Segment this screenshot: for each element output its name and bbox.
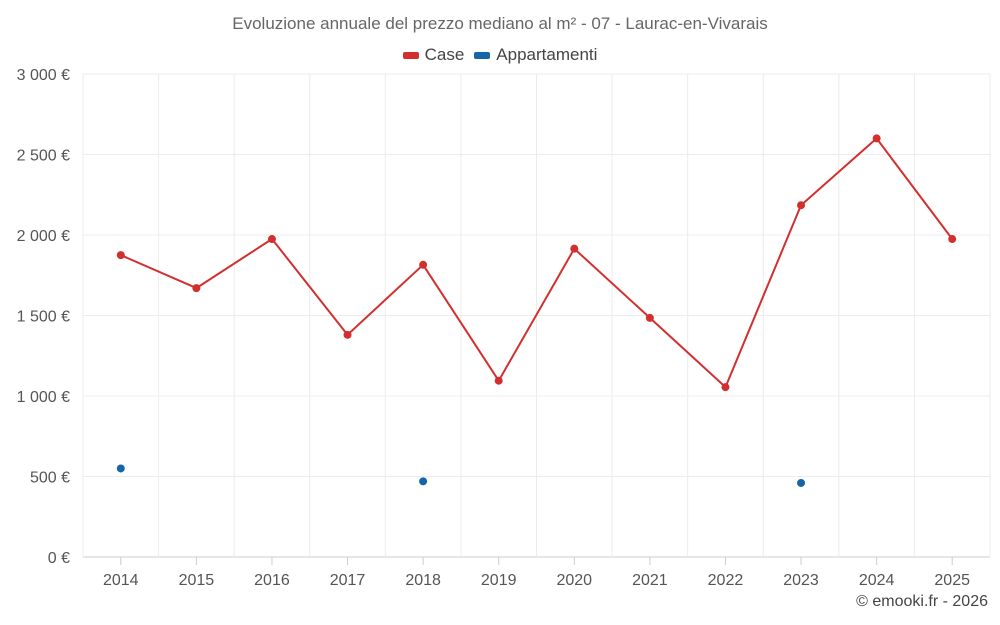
x-tick-label: 2021 [632,572,668,589]
legend: Case Appartamenti [0,45,1000,65]
y-tick-label: 2 000 € [17,228,70,245]
data-point-case [116,251,125,260]
x-tick-label: 2014 [103,572,139,589]
y-tick-label: 0 € [48,550,70,567]
data-point-appartamenti [116,464,125,473]
y-tick-label: 500 € [30,470,70,487]
x-tick-label: 2025 [934,572,970,589]
data-point-case [192,284,201,293]
x-tick-label: 2017 [330,572,366,589]
y-tick-label: 3 000 € [17,67,70,84]
x-tick-label: 2020 [556,572,592,589]
credit-text: © emooki.fr - 2026 [856,593,988,610]
x-tick-label: 2019 [481,572,517,589]
x-tick-label: 2015 [179,572,215,589]
data-point-case [267,235,276,244]
data-point-case [797,201,806,210]
x-tick-label: 2018 [405,572,441,589]
x-tick-label: 2023 [783,572,819,589]
data-point-case [494,376,503,385]
legend-item-appartamenti[interactable]: Appartamenti [474,45,597,65]
data-point-case [645,313,654,322]
data-point-case [419,260,428,269]
data-point-case [721,383,730,392]
legend-item-case[interactable]: Case [402,45,465,65]
series-line-case [120,137,953,389]
legend-swatch-appartamenti [474,51,491,59]
chart-title: Evoluzione annuale del prezzo mediano al… [232,14,768,33]
x-tick-label: 2022 [708,572,744,589]
data-point-appartamenti [419,477,428,486]
x-tick-label: 2016 [254,572,290,589]
y-tick-label: 2 500 € [17,148,70,165]
data-point-case [948,235,957,244]
legend-label-appartamenti: Appartamenti [496,45,598,64]
data-point-appartamenti [797,478,806,487]
y-tick-label: 1 000 € [17,389,70,406]
x-tick-label: 2024 [859,572,895,589]
legend-label-case: Case [424,45,465,64]
data-point-case [570,244,579,253]
data-point-case [343,330,352,339]
data-point-case [872,134,881,143]
y-tick-label: 1 500 € [17,309,70,326]
legend-swatch-case [402,51,419,59]
